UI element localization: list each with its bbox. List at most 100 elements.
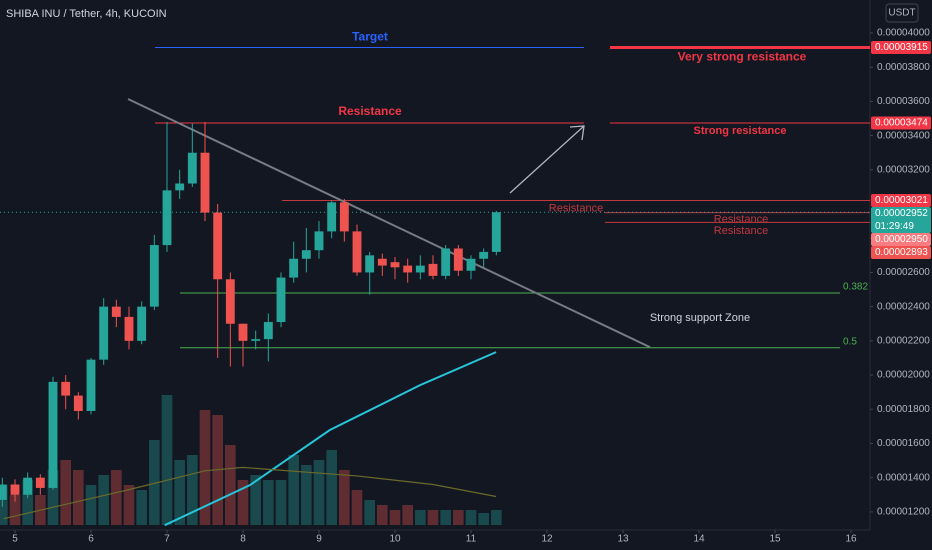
volume-bar	[60, 460, 71, 525]
fib-label: 0.5	[843, 336, 857, 347]
candle-body	[35, 477, 45, 488]
candle-body	[466, 258, 476, 271]
volume-bar	[389, 510, 401, 525]
candle-body	[327, 202, 337, 232]
price-label: 0.00003021	[875, 195, 928, 206]
volume-layer	[0, 395, 502, 525]
candle-body	[86, 359, 96, 411]
price-label: 0.00002952	[875, 208, 928, 219]
price-label-box	[871, 116, 931, 130]
countdown: 01:29:49	[875, 221, 914, 232]
candle-body	[479, 251, 489, 259]
price-label-box	[871, 232, 931, 246]
price-label: 0.00003474	[875, 118, 928, 129]
volume-bar	[250, 475, 261, 525]
candle-body	[415, 265, 425, 273]
x-tick-label: 5	[12, 534, 18, 545]
y-tick-label: 0.00003200	[877, 164, 930, 175]
volume-bar	[465, 510, 477, 525]
candle-body	[365, 255, 375, 273]
y-tick-label: 0.00001600	[877, 438, 930, 449]
y-tick-label: 0.00002400	[877, 301, 930, 312]
candle-body	[213, 212, 223, 280]
volume-bar	[123, 485, 135, 525]
trendline	[127, 98, 651, 349]
volume-bar	[453, 510, 464, 525]
x-tick-label: 6	[88, 534, 94, 545]
volume-bar	[427, 510, 439, 525]
volume-bar	[364, 500, 375, 525]
candle-body	[352, 231, 362, 273]
candle-body	[251, 339, 261, 341]
plot-layer: Target Very strong resistance Resistance St…	[0, 30, 870, 527]
volume-bar	[288, 455, 299, 525]
candle-body	[23, 477, 33, 495]
candle-body	[111, 306, 121, 317]
candle-body	[276, 277, 286, 323]
volume-bar	[351, 490, 363, 525]
y-tick-label: 0.00002600	[877, 267, 930, 278]
level-label: Resistance	[549, 202, 603, 214]
price-label: 0.00003915	[875, 42, 928, 53]
y-tick-label: 0.00003600	[877, 96, 930, 107]
volume-bar	[415, 510, 426, 525]
x-tick-label: 13	[617, 534, 629, 545]
candle-body	[124, 316, 134, 341]
volume-bar	[275, 480, 287, 525]
volume-bar	[402, 505, 413, 525]
candle-body	[403, 265, 413, 273]
volume-bar	[149, 440, 160, 525]
volume-bar	[326, 450, 337, 525]
volume-bar	[98, 475, 109, 525]
volume-bar	[73, 470, 84, 525]
candle-body	[200, 152, 210, 213]
support-label: Strong support Zone	[650, 312, 750, 324]
x-tick-label: 15	[769, 534, 781, 545]
y-tick-label: 0.00001800	[877, 404, 930, 415]
y-tick-label: 0.00002000	[877, 370, 930, 381]
candle-body	[10, 484, 20, 495]
volume-bar	[377, 505, 388, 525]
volume-bar	[136, 490, 147, 525]
candle-body	[187, 152, 197, 184]
candle-body	[0, 484, 7, 500]
candle-body	[99, 306, 109, 360]
currency-box[interactable]	[885, 3, 919, 23]
candle-body	[301, 250, 311, 259]
candle-body	[491, 212, 501, 252]
volume-bar	[111, 470, 122, 525]
volume-bar	[9, 495, 21, 525]
y-tick-label: 0.00001400	[877, 472, 930, 483]
volume-bar	[174, 460, 185, 525]
volume-bar	[301, 465, 312, 525]
volume-bar	[0, 485, 8, 525]
candle-body	[238, 323, 248, 341]
y-tick-label: 0.00002200	[877, 335, 930, 346]
volume-bar	[225, 445, 236, 525]
level-label: Very strong resistance	[678, 50, 807, 64]
level-label: Strong resistance	[694, 125, 787, 137]
price-label: 0.00002893	[875, 247, 928, 258]
candle-body	[61, 381, 71, 396]
level-label: Resistance	[338, 104, 402, 118]
candle-body	[314, 231, 324, 251]
volume-bar	[237, 480, 249, 525]
level-label: Resistance	[714, 213, 768, 225]
volume-bar	[440, 510, 451, 525]
y-tick-label: 0.00004000	[877, 28, 930, 39]
price-label: 0.00002950	[875, 234, 928, 245]
arrow-shaft	[509, 125, 585, 194]
x-tick-label: 11	[466, 534, 477, 545]
y-tick-label: 0.00003400	[877, 130, 930, 141]
x-tick-label: 12	[541, 534, 553, 545]
price-label-box	[871, 193, 931, 207]
price-label-box	[871, 245, 931, 259]
candle-body	[390, 262, 400, 268]
volume-bar	[313, 460, 325, 525]
candle-body	[289, 258, 299, 278]
volume-bar	[47, 470, 59, 525]
level-label: Target	[352, 30, 388, 44]
currency[interactable]: USDT	[888, 8, 915, 19]
candle-body	[441, 248, 451, 276]
